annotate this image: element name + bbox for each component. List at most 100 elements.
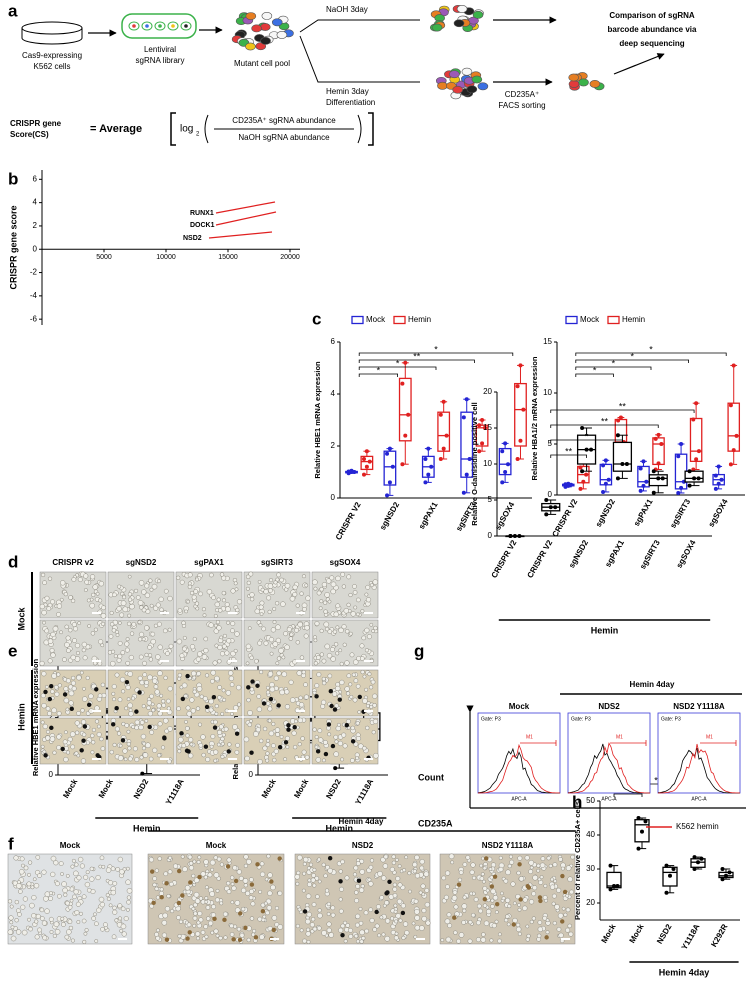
micro-cell bbox=[300, 736, 305, 741]
point bbox=[713, 486, 718, 491]
micro-cell bbox=[133, 588, 139, 593]
stained-cell bbox=[456, 882, 462, 887]
micro-cell bbox=[349, 652, 355, 658]
micro-cell bbox=[504, 918, 509, 923]
micro-cell bbox=[369, 858, 375, 863]
point bbox=[608, 863, 613, 868]
micro-cell bbox=[96, 731, 102, 737]
bracket bbox=[170, 112, 374, 146]
histogram bbox=[567, 743, 650, 794]
micro-cell bbox=[119, 676, 126, 683]
column-header: sgPAX1 bbox=[194, 558, 224, 567]
micro-cell bbox=[101, 605, 106, 611]
micro-cell bbox=[258, 604, 264, 610]
box bbox=[727, 402, 741, 452]
micro-cell bbox=[82, 655, 88, 661]
significance-label: ** bbox=[565, 446, 573, 456]
micro-cell bbox=[312, 635, 317, 640]
micro-cell bbox=[400, 903, 406, 909]
point bbox=[615, 433, 620, 438]
micro-cell bbox=[147, 711, 153, 717]
micro-cell bbox=[213, 719, 218, 725]
stained-cell bbox=[526, 885, 532, 890]
stained-cell bbox=[332, 707, 338, 712]
micro-cell bbox=[73, 626, 79, 632]
stained-cell bbox=[82, 724, 88, 729]
micro-cell bbox=[93, 627, 98, 632]
significance-label: * bbox=[396, 358, 400, 368]
micro-cell bbox=[122, 748, 128, 754]
stained-cell bbox=[292, 725, 297, 730]
micro-cell bbox=[317, 912, 323, 919]
micro-cell bbox=[68, 700, 74, 706]
legend-label: Hemin bbox=[408, 315, 431, 324]
micro-cell bbox=[369, 622, 374, 627]
micro-cell bbox=[259, 600, 265, 606]
micro-cell bbox=[157, 721, 163, 727]
micro-cell bbox=[268, 578, 274, 583]
micro-cell bbox=[249, 719, 253, 723]
cell bbox=[259, 23, 271, 31]
micro-cell bbox=[120, 923, 127, 930]
box bbox=[475, 424, 489, 447]
micro-cell bbox=[237, 702, 242, 707]
micro-cell bbox=[394, 919, 399, 924]
stained-cell bbox=[231, 937, 236, 942]
micro-cell bbox=[528, 869, 534, 875]
micro-cell bbox=[199, 694, 204, 699]
y-tick-label: 2 bbox=[33, 221, 38, 230]
micro-cell bbox=[211, 904, 216, 910]
micro-cell bbox=[150, 631, 156, 637]
micro-cell bbox=[558, 857, 563, 862]
micro-cell bbox=[357, 710, 362, 714]
micro-cell bbox=[154, 689, 160, 695]
micro-cell bbox=[560, 866, 565, 871]
micro-cell bbox=[221, 688, 226, 693]
micro-cell bbox=[335, 625, 340, 630]
micro-cell bbox=[159, 693, 164, 698]
micro-cell bbox=[529, 865, 534, 870]
micro-cell bbox=[330, 905, 336, 911]
micro-cell bbox=[88, 693, 94, 699]
micro-cell bbox=[263, 640, 269, 646]
micro-cell bbox=[187, 581, 192, 586]
micro-cell bbox=[242, 878, 249, 884]
micro-cell bbox=[40, 720, 45, 725]
point bbox=[618, 415, 623, 420]
micro-cell bbox=[58, 861, 64, 866]
micro-cell bbox=[80, 758, 87, 764]
micro-cell bbox=[356, 597, 361, 603]
micro-cell bbox=[142, 741, 147, 746]
point bbox=[508, 534, 513, 538]
stained-cell bbox=[344, 723, 350, 728]
micro-cell bbox=[312, 867, 317, 872]
micro-cell bbox=[122, 606, 129, 613]
micro-cell bbox=[43, 895, 49, 902]
micro-cell bbox=[164, 906, 171, 912]
micro-cell bbox=[74, 909, 80, 916]
point bbox=[603, 458, 608, 463]
micro-cell bbox=[116, 657, 122, 663]
micro-cell bbox=[333, 734, 339, 740]
micro-cell bbox=[61, 881, 67, 887]
micro-cell bbox=[465, 855, 471, 860]
y-tick-label: 5 bbox=[488, 495, 493, 504]
point bbox=[692, 855, 697, 860]
micro-cell bbox=[244, 755, 250, 762]
micro-cell bbox=[348, 592, 353, 598]
micro-cell bbox=[362, 674, 367, 679]
micro-cell bbox=[299, 928, 304, 933]
micro-cell bbox=[203, 859, 209, 865]
micro-cell bbox=[134, 725, 140, 731]
micro-cell bbox=[150, 702, 155, 707]
micro-cell bbox=[76, 875, 82, 881]
micro-cell bbox=[469, 891, 474, 896]
micro-cell bbox=[304, 754, 310, 760]
stained-cell bbox=[187, 930, 192, 935]
micro-cell bbox=[179, 579, 185, 585]
micro-cell bbox=[306, 881, 313, 888]
micro-cell bbox=[100, 682, 106, 688]
micro-cell bbox=[87, 624, 92, 628]
micro-cell bbox=[153, 623, 158, 628]
